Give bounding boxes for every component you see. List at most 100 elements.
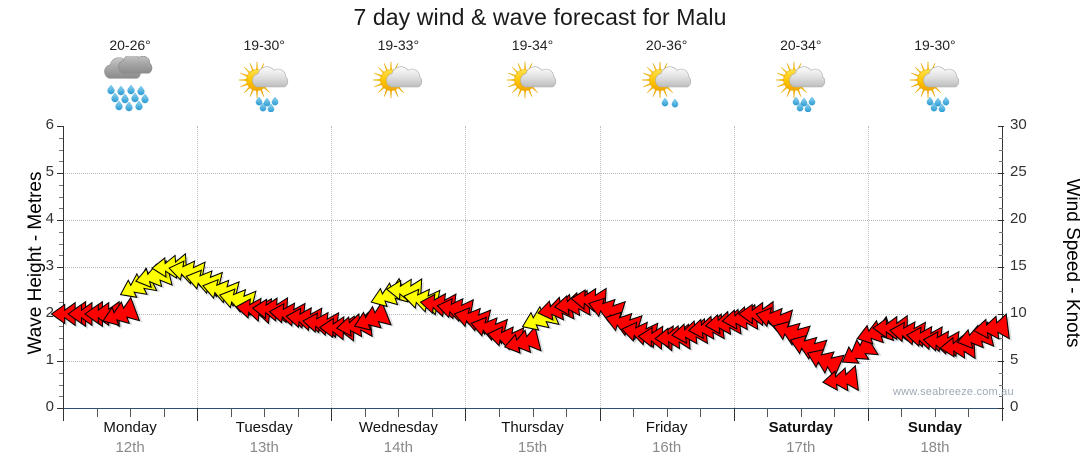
day-footer-tuesday: Tuesday 13th <box>197 418 331 466</box>
x-axis-minor-tick <box>398 408 400 417</box>
left-axis-minor-tick <box>58 243 63 245</box>
right-axis-tick-label: 5 <box>1010 351 1019 368</box>
left-axis-minor-tick <box>58 349 63 351</box>
x-axis-day-tick <box>733 408 735 421</box>
left-axis-minor-tick <box>58 137 63 139</box>
left-axis-minor-tick <box>58 161 63 163</box>
x-axis-day-tick <box>465 408 467 421</box>
right-axis-title: Wind Speed - Knots <box>1062 178 1080 348</box>
vertical-gridline <box>331 126 333 408</box>
left-axis-minor-tick <box>58 372 63 374</box>
day-header-row: 20-26° 19-30° 19-33° <box>63 36 1002 122</box>
right-axis-minor-tick <box>998 231 1003 233</box>
right-axis-minor-tick <box>998 337 1003 339</box>
horizontal-gridline <box>63 173 1002 174</box>
x-axis-minor-tick <box>934 408 936 417</box>
right-axis-major-tick <box>998 361 1004 362</box>
left-axis-minor-tick <box>58 196 63 198</box>
left-axis-major-tick <box>57 267 63 268</box>
left-axis-minor-tick <box>58 255 63 257</box>
right-axis-tick-label: 0 <box>1010 398 1019 415</box>
left-axis-major-tick <box>57 173 63 174</box>
right-axis-tick-label: 20 <box>1010 210 1027 227</box>
left-axis-spine <box>63 126 64 409</box>
left-axis-tick-label: 6 <box>45 116 54 133</box>
sun-cloud-rain-icon <box>770 56 832 113</box>
horizontal-gridline <box>63 220 1002 221</box>
right-axis-minor-tick <box>998 196 1003 198</box>
left-axis-minor-tick <box>58 325 63 327</box>
sun-cloud-rain-icon <box>233 56 295 113</box>
horizontal-gridline <box>63 267 1002 268</box>
vertical-gridline <box>867 126 869 408</box>
day-name-label: Sunday <box>907 419 962 436</box>
right-axis-minor-tick <box>998 396 1003 398</box>
x-axis-minor-tick <box>968 408 970 417</box>
day-date-label: 14th <box>383 439 413 456</box>
right-axis-minor-tick <box>998 325 1003 327</box>
right-axis-tick-label: 15 <box>1010 257 1027 274</box>
x-axis-minor-tick <box>633 408 635 417</box>
right-axis-tick-label: 30 <box>1010 116 1027 133</box>
right-axis-minor-tick <box>998 255 1003 257</box>
right-axis-major-tick <box>998 408 1004 409</box>
right-axis-minor-tick <box>998 184 1003 186</box>
day-temperature-range: 19-34° <box>511 37 554 53</box>
vertical-gridline <box>465 126 467 408</box>
day-footer-saturday: Saturday 17th <box>734 418 868 466</box>
day-date-label: 15th <box>517 439 548 456</box>
right-axis-major-tick <box>998 173 1004 174</box>
day-header-monday: 20-26° <box>63 36 197 122</box>
day-date-label: 12th <box>115 439 145 456</box>
x-axis-minor-tick <box>532 408 534 417</box>
right-axis-minor-tick <box>998 161 1003 163</box>
x-axis-minor-tick <box>666 408 668 417</box>
day-name-label: Tuesday <box>235 419 293 436</box>
x-axis-minor-tick <box>834 408 836 417</box>
left-axis-minor-tick <box>58 208 63 210</box>
sun-cloud-drizzle-icon <box>636 56 698 112</box>
left-axis-tick-label: 0 <box>45 398 54 415</box>
left-axis-tick-label: 5 <box>45 163 54 180</box>
right-axis-minor-tick <box>998 290 1003 292</box>
sun-cloud-rain-icon <box>904 56 966 113</box>
x-axis-minor-tick <box>431 408 433 417</box>
day-header-tuesday: 19-30° <box>197 36 331 122</box>
right-axis-minor-tick <box>998 278 1003 280</box>
right-axis-major-tick <box>998 267 1004 268</box>
day-date-label: 17th <box>786 439 816 456</box>
right-axis-tick-label: 25 <box>1010 163 1027 180</box>
horizontal-gridline <box>63 361 1002 362</box>
x-axis-minor-tick <box>901 408 903 417</box>
x-axis-minor-tick <box>130 408 132 417</box>
right-axis-major-tick <box>998 126 1004 127</box>
sun-cloud-icon <box>501 56 563 112</box>
day-name-label: Thursday <box>501 419 564 436</box>
left-axis-minor-tick <box>58 337 63 339</box>
left-axis-minor-tick <box>58 231 63 233</box>
left-axis-major-tick <box>57 314 63 315</box>
page-title: 7 day wind & wave forecast for Malu <box>353 4 727 30</box>
left-axis-minor-tick <box>58 278 63 280</box>
day-temperature-range: 20-34° <box>780 37 822 53</box>
horizontal-gridline <box>63 314 1002 315</box>
vertical-gridline <box>197 126 199 408</box>
day-temperature-range: 19-30° <box>914 37 956 53</box>
left-axis-major-tick <box>57 408 63 409</box>
left-axis-major-tick <box>57 220 63 221</box>
right-axis-tick-label: 10 <box>1010 304 1027 321</box>
day-header-saturday: 20-34° <box>734 36 868 122</box>
left-axis-minor-tick <box>58 302 63 304</box>
right-axis-major-tick <box>998 220 1004 221</box>
x-axis-day-tick <box>197 408 199 421</box>
day-temperature-range: 19-30° <box>243 37 285 53</box>
day-date-label: 16th <box>652 439 682 456</box>
right-axis-minor-tick <box>998 372 1003 374</box>
x-axis-minor-tick <box>498 408 500 417</box>
left-axis-minor-tick <box>58 184 63 186</box>
day-name-label: Friday <box>645 419 688 436</box>
plot-area <box>63 126 1002 408</box>
day-header-friday: 20-36° <box>600 36 734 122</box>
day-header-thursday: 19-34° <box>465 36 599 122</box>
